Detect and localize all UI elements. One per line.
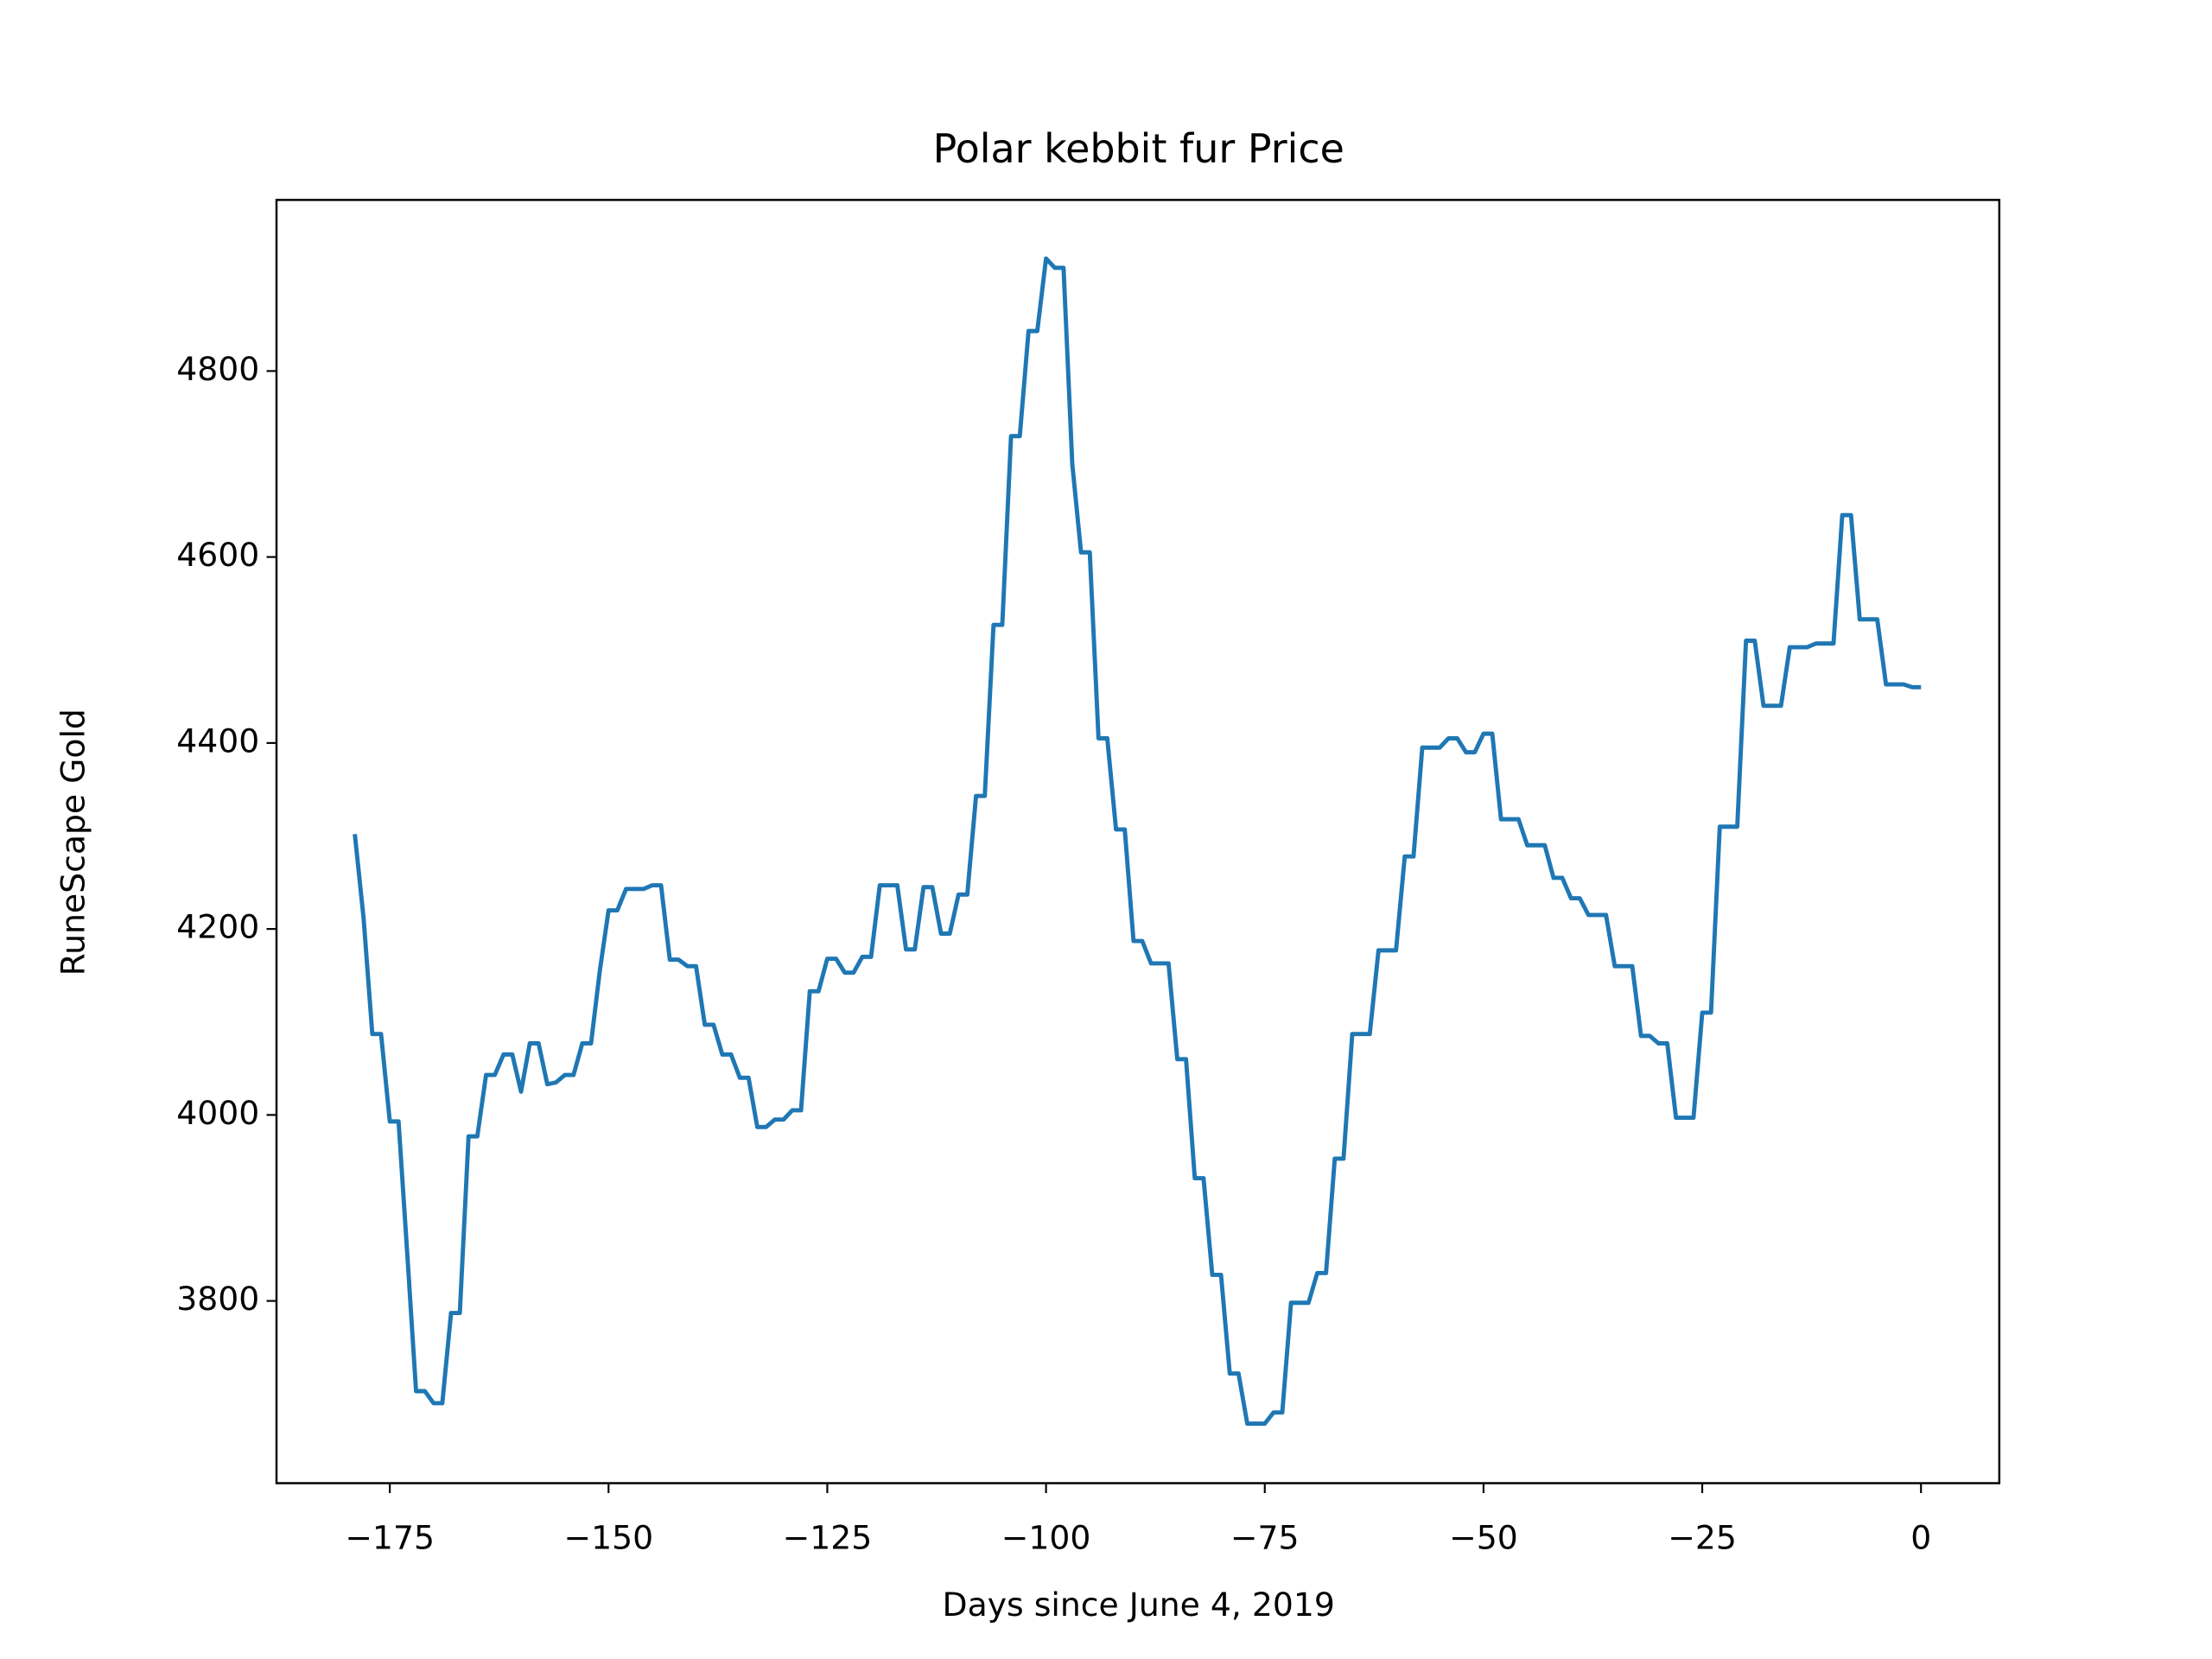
- x-tick-label: −25: [1668, 1519, 1737, 1557]
- y-tick-label: 4000: [176, 1094, 259, 1132]
- y-tick-label: 4200: [176, 908, 259, 946]
- y-tick-label: 4400: [176, 721, 259, 760]
- x-tick-label: −50: [1449, 1519, 1518, 1557]
- x-axis-label: Days since June 4, 2019: [943, 1586, 1335, 1624]
- chart-title: Polar kebbit fur Price: [933, 125, 1344, 172]
- y-tick-label: 4600: [176, 536, 259, 574]
- x-tick-label: −125: [783, 1519, 873, 1557]
- x-tick-label: −150: [563, 1519, 653, 1557]
- data-line: [353, 256, 1922, 1427]
- x-tick-label: −100: [1001, 1519, 1091, 1557]
- y-axis-label: RuneScape Gold: [54, 709, 92, 976]
- x-tick-label: −175: [345, 1519, 435, 1557]
- x-tick-label: 0: [1910, 1519, 1931, 1557]
- x-tick-label: −75: [1230, 1519, 1300, 1557]
- y-tick-label: 4800: [176, 350, 259, 388]
- y-tick-label: 3800: [176, 1280, 259, 1318]
- plot-frame: [275, 199, 2001, 1484]
